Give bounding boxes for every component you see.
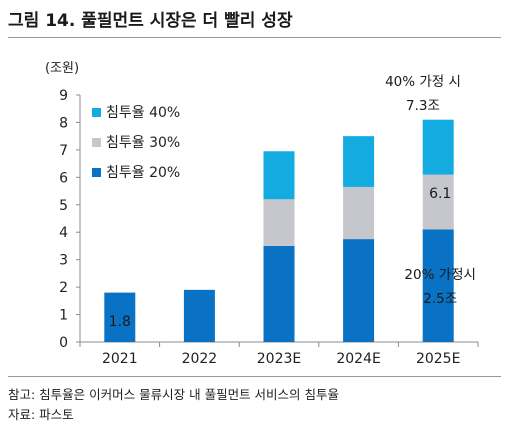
legend-label: 침투율 20% [106, 165, 180, 181]
bar-segment-2021-s0 [104, 292, 136, 342]
y-tick-label: 6 [59, 170, 68, 186]
x-tick-label: 2024E [336, 351, 380, 367]
notes-divider [8, 376, 501, 377]
y-tick-label: 2 [59, 280, 68, 296]
bar-2021-value-label: 1.8 [109, 314, 131, 330]
y-tick-label: 4 [59, 225, 68, 241]
x-tick-label: 2023E [257, 351, 301, 367]
y-tick-label: 7 [59, 143, 68, 159]
legend-swatch [92, 108, 101, 117]
title-divider [8, 37, 501, 38]
bar-segment-2025E-s1 [422, 174, 454, 230]
figure-title: 그림 14. 풀필먼트 시장은 더 빨리 성장 [8, 11, 293, 31]
x-tick-label: 2022 [182, 351, 218, 367]
bar-segment-2025E-s2 [422, 119, 454, 175]
bar-segment-2022-s0 [183, 289, 215, 342]
figure-note: 참고: 침투율은 이커머스 물류시장 내 풀필먼트 서비스의 침투율 [8, 387, 340, 402]
y-unit-label: (조원) [45, 61, 79, 76]
y-tick-label: 8 [59, 115, 68, 131]
bar-segment-2024E-s2 [343, 136, 375, 187]
legend-label: 침투율 30% [106, 135, 180, 151]
bar-segment-2023E-s0 [263, 245, 295, 342]
y-tick-label: 5 [59, 198, 68, 214]
bar-2025-mid-value-label: 6.1 [429, 186, 451, 202]
x-tick-label: 2025E [416, 351, 460, 367]
y-tick-label: 0 [59, 335, 68, 351]
annotation-40pct-line2: 7.3조 [406, 98, 440, 114]
legend-label: 침투율 40% [106, 105, 180, 121]
legend-swatch [92, 138, 101, 147]
y-tick-label: 1 [59, 308, 68, 324]
bar-segment-2024E-s1 [343, 186, 375, 240]
bar-segment-2024E-s0 [343, 239, 375, 342]
bar-segment-2025E-s0 [422, 229, 454, 342]
annotation-40pct-line1: 40% 가정 시 [385, 74, 461, 90]
y-tick-label: 9 [59, 88, 68, 104]
bar-segment-2023E-s2 [263, 151, 295, 200]
y-tick-label: 3 [59, 253, 68, 269]
legend-swatch [92, 168, 101, 177]
figure-source: 자료: 파스토 [8, 407, 74, 422]
annotation-20pct-line1: 20% 가정시 [404, 267, 476, 283]
x-tick-label: 2021 [102, 351, 138, 367]
annotation-20pct-line2: 2.5조 [423, 291, 457, 307]
bar-segment-2023E-s1 [263, 199, 295, 246]
